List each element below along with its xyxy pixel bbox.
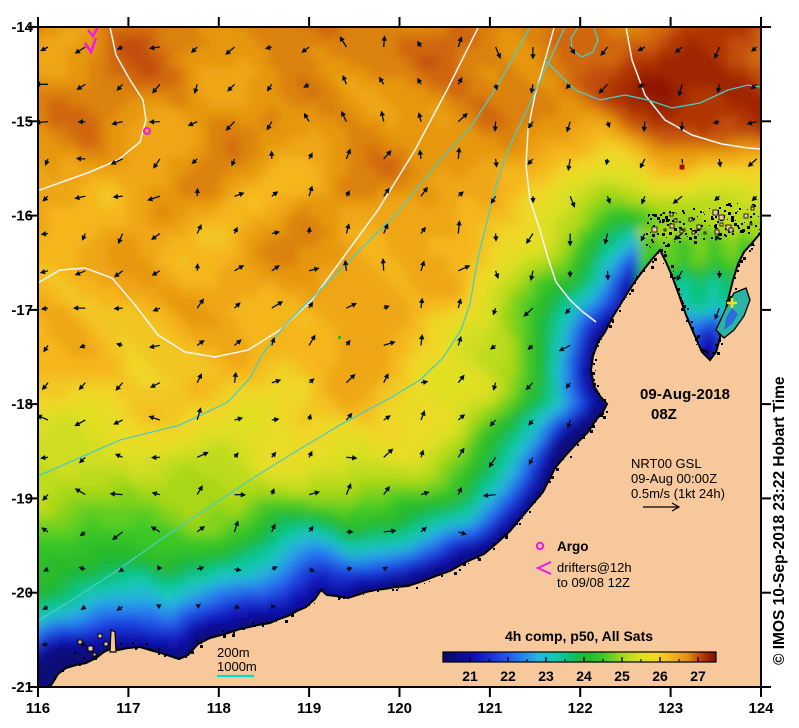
svg-text:09-Aug-2018: 09-Aug-2018 — [640, 386, 730, 403]
svg-text:23: 23 — [538, 668, 554, 684]
svg-text:-18: -18 — [11, 396, 33, 413]
svg-text:21: 21 — [462, 668, 478, 684]
svg-text:118: 118 — [207, 700, 231, 717]
svg-text:200m: 200m — [217, 645, 250, 660]
svg-text:-14: -14 — [11, 19, 33, 36]
svg-text:123: 123 — [658, 700, 683, 717]
svg-text:NRT00 GSL: NRT00 GSL — [631, 456, 702, 471]
svg-text:122: 122 — [568, 700, 593, 717]
svg-text:-16: -16 — [11, 208, 33, 225]
svg-text:124: 124 — [748, 700, 774, 717]
svg-text:27: 27 — [690, 668, 706, 684]
svg-text:1000m: 1000m — [217, 659, 257, 674]
svg-text:-17: -17 — [11, 302, 33, 319]
svg-text:117: 117 — [116, 700, 140, 717]
svg-text:24: 24 — [576, 668, 592, 684]
svg-text:drifters@12h: drifters@12h — [557, 560, 632, 575]
svg-text:121: 121 — [477, 700, 502, 717]
svg-text:-19: -19 — [11, 490, 33, 507]
svg-text:25: 25 — [614, 668, 630, 684]
svg-text:26: 26 — [652, 668, 668, 684]
svg-text:Argo: Argo — [557, 539, 589, 554]
svg-text:4h comp, p50, All Sats: 4h comp, p50, All Sats — [505, 628, 653, 644]
svg-text:© IMOS 10-Sep-2018 23:22 Hobar: © IMOS 10-Sep-2018 23:22 Hobart Time — [771, 376, 788, 665]
svg-text:22: 22 — [500, 668, 516, 684]
svg-text:119: 119 — [297, 700, 321, 717]
svg-text:-15: -15 — [11, 113, 33, 130]
svg-text:116: 116 — [26, 700, 50, 717]
svg-text:to 09/08 12Z: to 09/08 12Z — [557, 575, 630, 590]
svg-text:-21: -21 — [11, 679, 33, 696]
svg-text:0.5m/s (1kt 24h): 0.5m/s (1kt 24h) — [631, 486, 725, 501]
svg-text:120: 120 — [387, 700, 412, 717]
svg-text:-20: -20 — [11, 585, 33, 602]
svg-text:09-Aug 00:00Z: 09-Aug 00:00Z — [631, 471, 717, 486]
svg-text:08Z: 08Z — [651, 406, 677, 423]
